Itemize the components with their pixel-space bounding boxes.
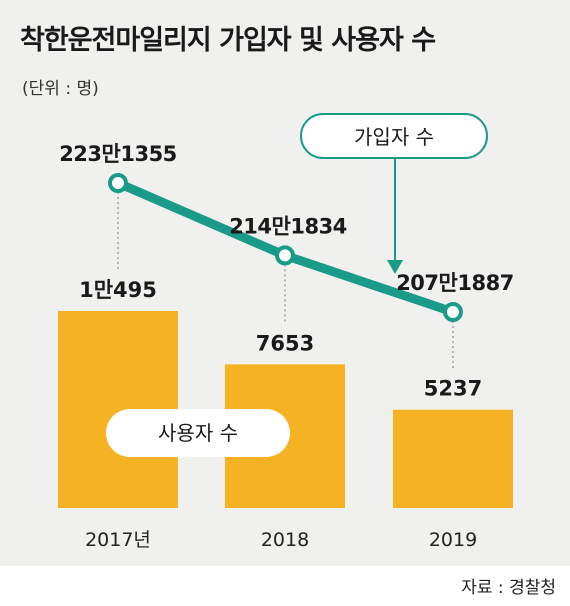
x-tick-label: 2018: [261, 529, 309, 551]
pointer-arrow-head: [387, 260, 403, 274]
line-point: [275, 245, 295, 266]
source-note: 자료 : 경찰청: [461, 578, 556, 598]
line-value-label: 207만1887: [396, 271, 514, 295]
bar-value-label: 5237: [424, 377, 482, 401]
line-point: [443, 302, 463, 322]
legend-members-label: 가입자 수: [300, 113, 488, 159]
unit-label: (단위 : 명): [22, 79, 99, 99]
line-value-label: 223만1355: [59, 142, 177, 166]
chart-svg: 223만1355 214만1834 207만1887 1만495 7653 5237 201…: [58, 142, 514, 551]
bar-value-label: 7653: [256, 331, 314, 355]
chart-title: 착한운전마일리지 가입자 및 사용자 수: [20, 25, 436, 56]
bar-value-label: 1만495: [79, 278, 157, 302]
x-tick-label: 2017년: [85, 529, 151, 551]
x-tick-label: 2019: [429, 529, 477, 551]
bar: [393, 409, 513, 508]
line-point: [108, 173, 128, 193]
legend-users-label: 사용자 수: [106, 409, 290, 457]
line-value-label: 214만1834: [229, 214, 347, 238]
